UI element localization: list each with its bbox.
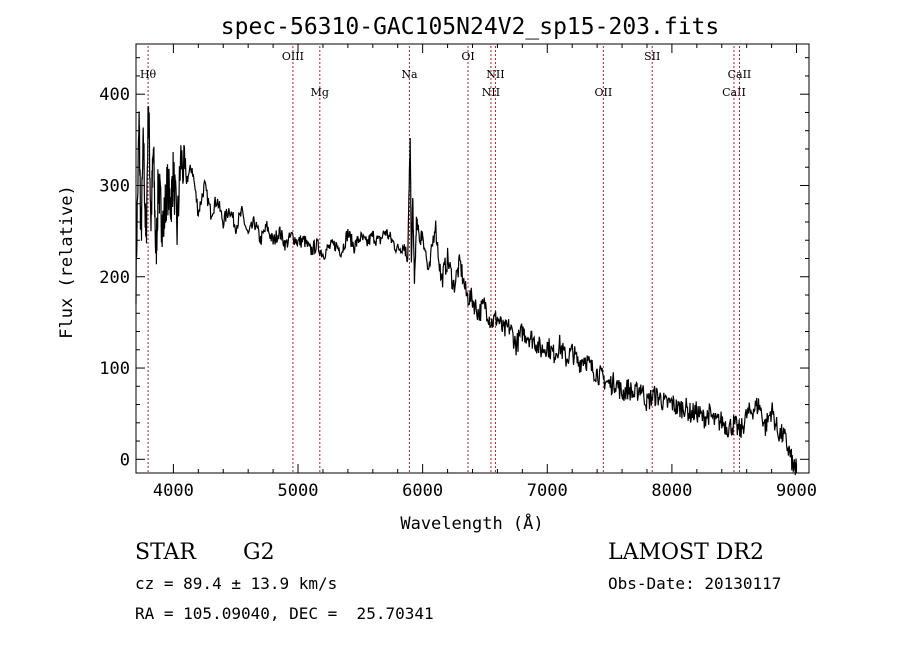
line-marker-label: NII <box>486 68 504 81</box>
line-marker-label: CaII <box>722 86 746 99</box>
line-marker-label: Na <box>401 68 418 81</box>
y-tick-label: 400 <box>99 85 130 105</box>
y-tick-label: 300 <box>99 176 130 196</box>
x-tick-label: 5000 <box>278 481 319 501</box>
survey-name: LAMOST DR2 <box>608 540 764 565</box>
y-tick-label: 200 <box>99 268 130 288</box>
line-marker-label: SII <box>644 50 660 63</box>
observation-date: Obs-Date: 20130117 <box>608 574 782 593</box>
x-tick-label: 7000 <box>527 481 568 501</box>
spectral-line-markers: Hθ OIII Mg Na OI NII NII OII SII CaII CaII <box>140 46 751 473</box>
ra-dec-coordinates: RA = 105.09040, DEC = 25.70341 <box>135 604 434 623</box>
line-marker-label: CaII <box>728 68 752 81</box>
line-marker-label: OI <box>461 50 474 63</box>
y-tick-label: 0 <box>120 450 130 470</box>
plot-frame <box>135 43 810 474</box>
line-marker-label: Hθ <box>140 68 157 81</box>
line-marker-label: Mg <box>311 86 329 99</box>
spectrum-line <box>135 106 798 476</box>
line-marker-label: NII <box>482 86 500 99</box>
line-marker-label: OIII <box>282 50 304 63</box>
y-tick-label: 100 <box>99 359 130 379</box>
x-tick-label: 8000 <box>651 481 692 501</box>
object-class: STAR <box>135 540 196 565</box>
x-axis-label: Wavelength (Å) <box>400 512 543 534</box>
x-tick-label: 4000 <box>153 481 194 501</box>
redshift-cz: cz = 89.4 ± 13.9 km/s <box>135 574 338 593</box>
y-axis-label: Flux (relative) <box>57 185 77 339</box>
line-marker-label: OII <box>595 86 613 99</box>
x-tick-label: 6000 <box>402 481 443 501</box>
object-subclass: G2 <box>243 540 275 565</box>
x-tick-label: 9000 <box>776 481 817 501</box>
chart-title: spec-56310-GAC105N24V2_sp15-203.fits <box>221 14 720 40</box>
axes: 4000 5000 6000 7000 8000 9000 0 100 200 300 400 <box>99 44 817 501</box>
